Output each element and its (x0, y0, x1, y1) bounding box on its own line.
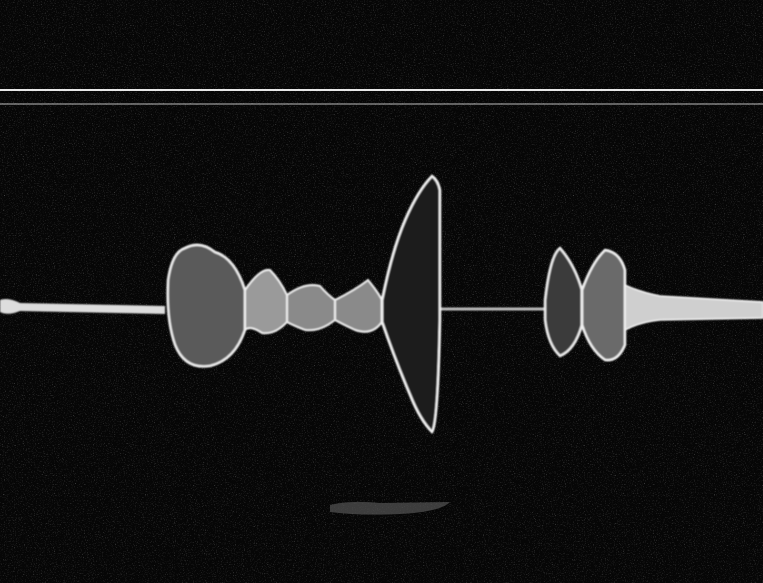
film-grain (0, 0, 763, 583)
page (0, 0, 763, 583)
oscilloscope-photo (0, 0, 763, 583)
